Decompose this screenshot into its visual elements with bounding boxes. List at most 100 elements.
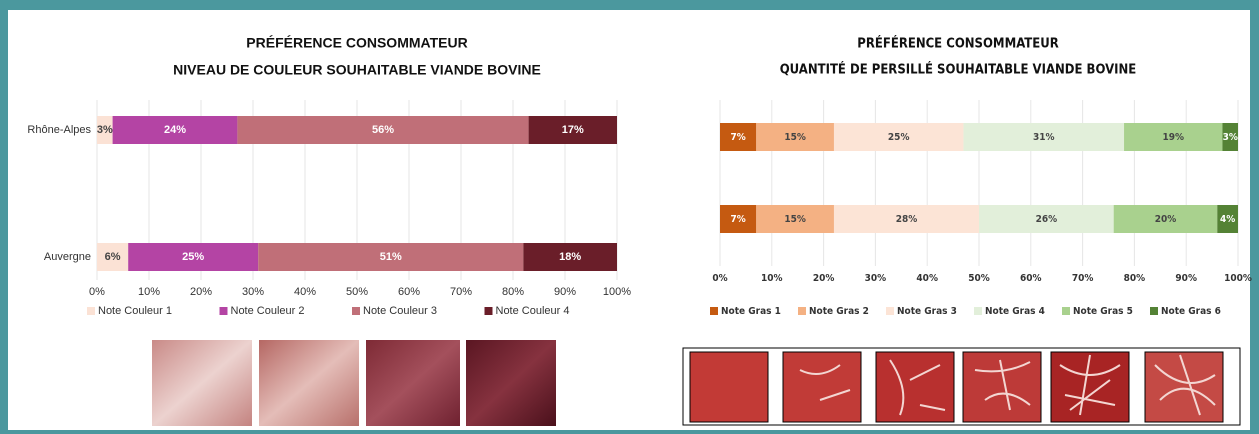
bar-segment	[112, 116, 238, 144]
chart-group: PRÉFÉRENCE CONSOMMATEUR QUANTITÉ DE PERSI…	[710, 36, 1252, 317]
x-tick-label: 100%	[603, 286, 631, 298]
data-label: 6%	[105, 251, 121, 263]
legend-label: Note Gras 2	[809, 306, 869, 317]
data-label: 3%	[97, 124, 113, 136]
legend-swatch	[886, 307, 894, 315]
x-tick-label: 60%	[398, 286, 420, 298]
bar-segment	[1222, 123, 1238, 151]
x-tick-label: 10%	[761, 273, 783, 284]
bar-segment	[756, 123, 834, 151]
data-label: 26%	[1036, 214, 1058, 225]
data-label: 56%	[372, 124, 394, 136]
x-tick-label: 0%	[712, 273, 727, 284]
bar-segment	[979, 205, 1114, 233]
bar-segment	[1217, 205, 1238, 233]
marbling-photos	[682, 347, 1241, 426]
photo	[1144, 351, 1224, 423]
chart-group: PRÉFÉRENCE CONSOMMATEUR NIVEAU DE COULEUR…	[27, 35, 631, 317]
photo	[366, 340, 460, 426]
data-label: 20%	[1155, 214, 1177, 225]
data-label: 24%	[164, 124, 186, 136]
x-tick-label: 100%	[1224, 273, 1252, 284]
legend-label: Note Couleur 4	[496, 305, 570, 317]
legend-swatch	[974, 307, 982, 315]
legend-swatch	[87, 307, 95, 315]
data-label: 31%	[1033, 132, 1055, 143]
bar-segment	[833, 123, 964, 151]
legend-swatch	[219, 307, 228, 315]
legend-swatch	[710, 307, 718, 315]
photo	[259, 340, 359, 426]
legend-label: Note Couleur 2	[231, 305, 305, 317]
data-label: 15%	[784, 214, 806, 225]
bar-segment	[720, 205, 757, 233]
x-tick-label: 30%	[865, 273, 887, 284]
data-label: 7%	[730, 214, 745, 225]
legend-label: Note Couleur 3	[363, 305, 437, 317]
legend-swatch	[1062, 307, 1070, 315]
bar-segment	[1113, 205, 1218, 233]
y-tick-label: Rhône-Alpes	[27, 124, 91, 136]
photo	[875, 351, 955, 423]
y-tick-label: Auvergne	[44, 251, 91, 263]
chart-subtitle: NIVEAU DE COULEUR SOUHAITABLE VIANDE BOV…	[173, 62, 541, 78]
data-label: 17%	[562, 124, 584, 136]
data-label: 15%	[784, 132, 806, 143]
bar-segment	[97, 116, 113, 144]
x-tick-label: 50%	[346, 286, 368, 298]
x-tick-label: 70%	[1072, 273, 1094, 284]
legend-label: Note Gras 6	[1161, 306, 1221, 317]
x-tick-label: 20%	[190, 286, 212, 298]
x-tick-label: 30%	[242, 286, 264, 298]
bar-segment	[258, 243, 524, 271]
chart-subtitle: QUANTITÉ DE PERSILLÉ SOUHAITABLE VIANDE …	[780, 62, 1137, 78]
x-tick-label: 10%	[138, 286, 160, 298]
data-label: 28%	[896, 214, 918, 225]
x-tick-label: 0%	[89, 286, 105, 298]
bar-segment	[237, 116, 529, 144]
bar-segment	[1124, 123, 1223, 151]
legend-swatch	[352, 307, 360, 315]
photo	[782, 351, 862, 423]
photo	[689, 351, 769, 423]
data-label: 7%	[730, 132, 745, 143]
x-tick-label: 80%	[1124, 273, 1146, 284]
legend-label: Note Gras 4	[985, 306, 1045, 317]
chart-title: PRÉFÉRENCE CONSOMMATEUR	[857, 36, 1058, 52]
legend-label: Note Gras 3	[897, 306, 957, 317]
x-tick-label: 50%	[968, 273, 990, 284]
x-tick-label: 80%	[502, 286, 524, 298]
bar-segment	[833, 205, 979, 233]
photo	[466, 340, 556, 426]
data-label: 51%	[380, 251, 402, 263]
legend-swatch	[798, 307, 806, 315]
bar-segment	[720, 123, 757, 151]
bar-segment	[963, 123, 1125, 151]
legend-swatch	[484, 307, 493, 315]
color-photos	[152, 340, 556, 426]
legend-label: Note Couleur 1	[98, 305, 172, 317]
data-label: 4%	[1220, 214, 1235, 225]
bar-segment	[528, 116, 617, 144]
x-tick-label: 40%	[294, 286, 316, 298]
chart-title: PRÉFÉRENCE CONSOMMATEUR	[246, 35, 467, 51]
x-tick-label: 20%	[813, 273, 835, 284]
legend-label: Note Gras 5	[1073, 306, 1133, 317]
x-tick-label: 90%	[554, 286, 576, 298]
legend-label: Note Gras 1	[721, 306, 781, 317]
legend-swatch	[1150, 307, 1158, 315]
x-tick-label: 40%	[916, 273, 938, 284]
bar-segment	[756, 205, 834, 233]
data-label: 25%	[888, 132, 910, 143]
data-label: 25%	[182, 251, 204, 263]
photo	[152, 340, 252, 426]
x-tick-label: 60%	[1020, 273, 1042, 284]
data-label: 18%	[559, 251, 581, 263]
bar-segment	[128, 243, 259, 271]
x-tick-label: 70%	[450, 286, 472, 298]
data-label: 19%	[1162, 132, 1184, 143]
bar-segment	[523, 243, 617, 271]
x-tick-label: 90%	[1175, 273, 1197, 284]
